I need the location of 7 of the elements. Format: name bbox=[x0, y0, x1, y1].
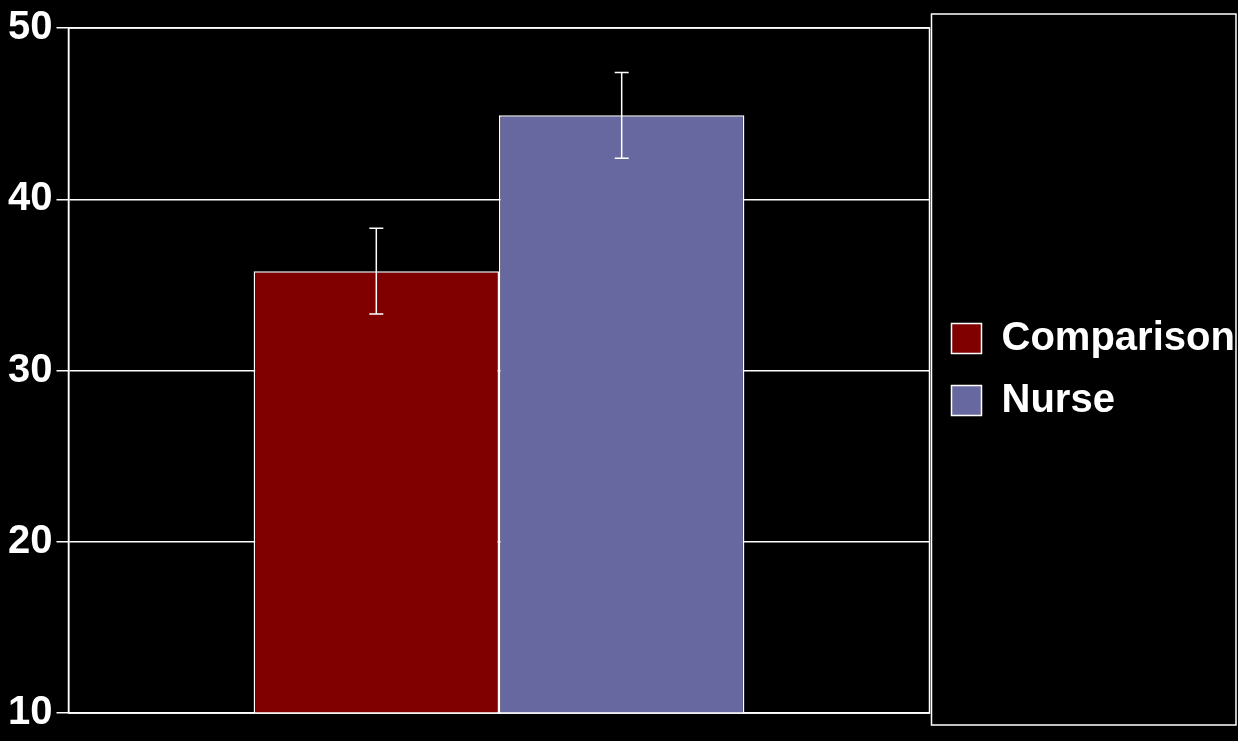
y-tick-label: 30 bbox=[7, 345, 53, 390]
y-tick-label: 20 bbox=[7, 516, 53, 561]
y-tick-label: 40 bbox=[7, 174, 53, 219]
y-tick-label: 50 bbox=[7, 3, 53, 48]
y-tick-label: 10 bbox=[7, 688, 53, 733]
legend-label: Nurse bbox=[1001, 375, 1115, 420]
legend-label: Comparison bbox=[1001, 313, 1235, 358]
